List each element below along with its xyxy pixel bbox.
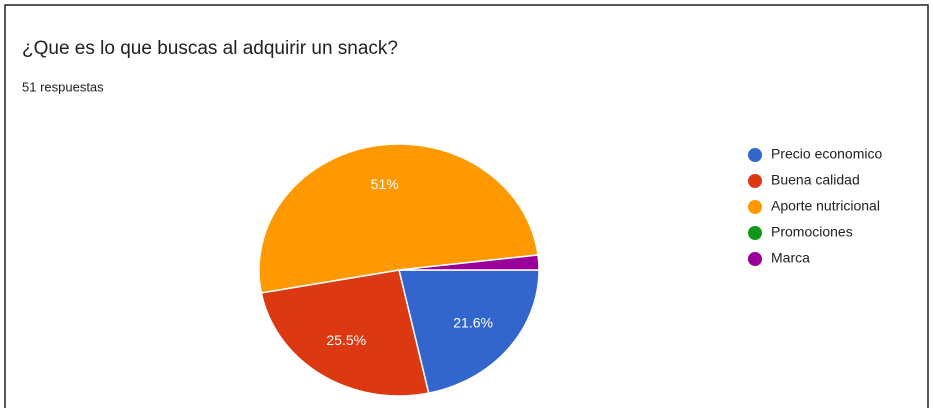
legend-label: Aporte nutricional <box>771 198 880 214</box>
legend-swatch <box>748 252 762 266</box>
pie-slice <box>260 269 430 397</box>
chart-title: ¿Que es lo que buscas al adquirir un sna… <box>22 38 398 59</box>
pie-slice <box>258 143 539 294</box>
legend-label: Marca <box>771 250 810 266</box>
legend-swatch <box>748 200 762 214</box>
slice-label: 21.6% <box>453 314 493 330</box>
legend-swatch <box>748 226 762 240</box>
slice-label: 51% <box>371 176 399 192</box>
legend-label: Promociones <box>771 224 853 240</box>
legend-swatch <box>748 148 762 162</box>
slice-label: 25.5% <box>326 332 366 348</box>
legend-swatch <box>748 174 762 188</box>
pie-slice <box>398 254 540 271</box>
chart-subtitle: 51 respuestas <box>22 79 104 94</box>
legend-label: Buena calidad <box>771 172 860 188</box>
pie-slice <box>398 269 540 395</box>
legend-label: Precio economico <box>771 146 882 162</box>
